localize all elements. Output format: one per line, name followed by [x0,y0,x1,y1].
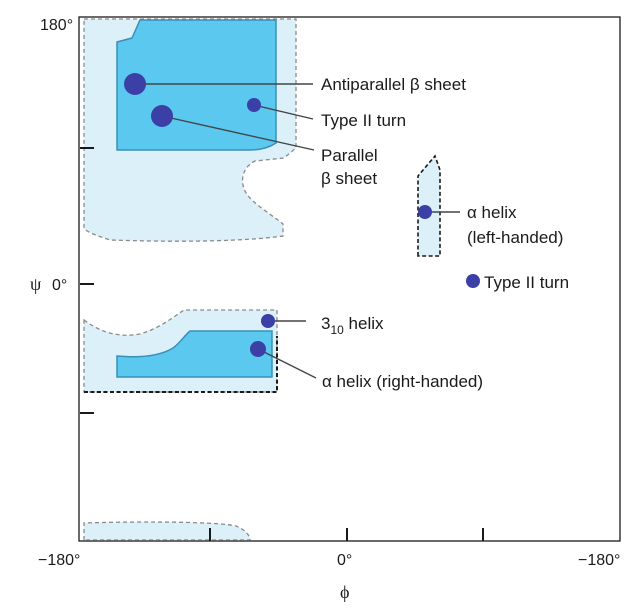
label-type2-turn-upper: Type II turn [321,111,406,130]
point-type2-turn-upper [247,98,261,112]
x-tick-label-right: −180° [578,552,620,569]
point-parallel-beta [151,105,173,127]
point-310-helix [261,314,275,328]
x-tick-label-mid: 0° [337,552,352,569]
point-antiparallel-beta [124,73,146,95]
y-axis-symbol: ψ [30,274,42,294]
outer-region-bottom [84,522,250,540]
label-310-helix-subscript: 10 [330,323,344,337]
point-type2-turn-right [466,274,480,288]
label-type2-turn-right: Type II turn [484,273,569,292]
label-310-helix-rest: helix [344,314,384,333]
outer-region-alpha-left [418,156,440,256]
x-tick-label-left: −180° [38,552,80,569]
point-alpha-helix-left [418,205,432,219]
y-tick-label-top: 180° [40,17,73,34]
label-parallel-line2: β sheet [321,169,377,188]
x-axis-symbol: ϕ [340,582,349,602]
label-antiparallel-beta: Antiparallel β sheet [321,75,466,94]
label-alpha-left-line1: α helix [467,203,517,222]
y-tick-label-mid: 0° [52,277,67,294]
label-alpha-left-line2: (left-handed) [467,228,563,247]
label-alpha-right: α helix (right-handed) [322,372,483,391]
label-310-helix-base: 3 [321,314,330,333]
point-alpha-helix-right [250,341,266,357]
label-parallel-line1: Parallel [321,146,378,165]
